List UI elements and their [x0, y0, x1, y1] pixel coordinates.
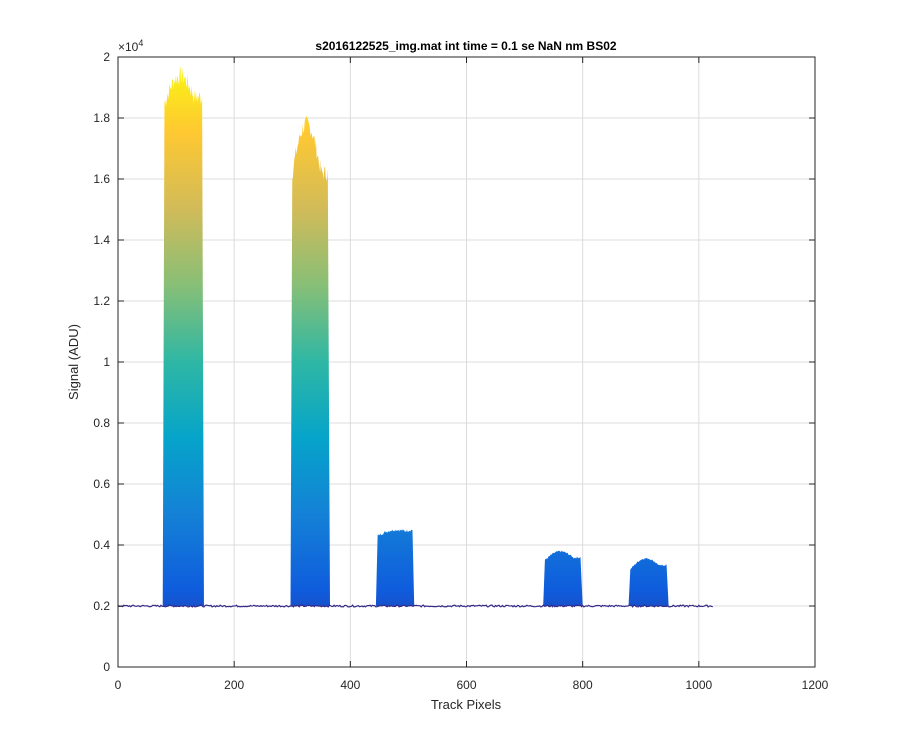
y-tick-label: 1.6: [93, 172, 110, 186]
x-axis-label: Track Pixels: [431, 697, 502, 712]
bands-group: [117, 67, 713, 608]
y-tick-label: 0.8: [93, 416, 110, 430]
y-exponent-base: ×10: [118, 40, 139, 54]
y-tick-label: 0.2: [93, 599, 110, 613]
y-tick-label: 1.4: [93, 233, 110, 247]
y-tick-label: 0: [103, 660, 110, 674]
band-4: [543, 550, 583, 606]
x-tick-label: 800: [573, 678, 593, 692]
y-tick-label: 1: [103, 355, 110, 369]
y-tick-label: 1.8: [93, 111, 110, 125]
x-ticks: 0 200 400 600 800 1000 1200: [115, 57, 829, 692]
y-tick-label: 1.2: [93, 294, 110, 308]
y-tick-label: 2: [103, 50, 110, 64]
band-1: [162, 67, 204, 607]
x-tick-label: 400: [340, 678, 360, 692]
y-ticks: 0 0.2 0.4 0.6 0.8 1 1.2 1.4 1.6 1.8 2: [93, 50, 815, 674]
x-tick-label: 1200: [802, 678, 829, 692]
band-3: [375, 529, 415, 606]
baseline-line: [117, 604, 713, 608]
grid: [118, 57, 815, 667]
y-tick-label: 0.6: [93, 477, 110, 491]
band-2: [290, 116, 330, 606]
x-tick-label: 1000: [685, 678, 712, 692]
band-5: [628, 557, 669, 606]
y-axis-label: Signal (ADU): [66, 324, 81, 400]
y-tick-label: 0.4: [93, 538, 110, 552]
x-tick-label: 0: [115, 678, 122, 692]
x-tick-label: 600: [456, 678, 476, 692]
y-exponent-power: 4: [138, 38, 143, 48]
y-exponent: ×104: [118, 38, 143, 54]
x-tick-label: 200: [224, 678, 244, 692]
chart-title: s2016122525_img.mat int time = 0.1 se Na…: [315, 39, 616, 53]
